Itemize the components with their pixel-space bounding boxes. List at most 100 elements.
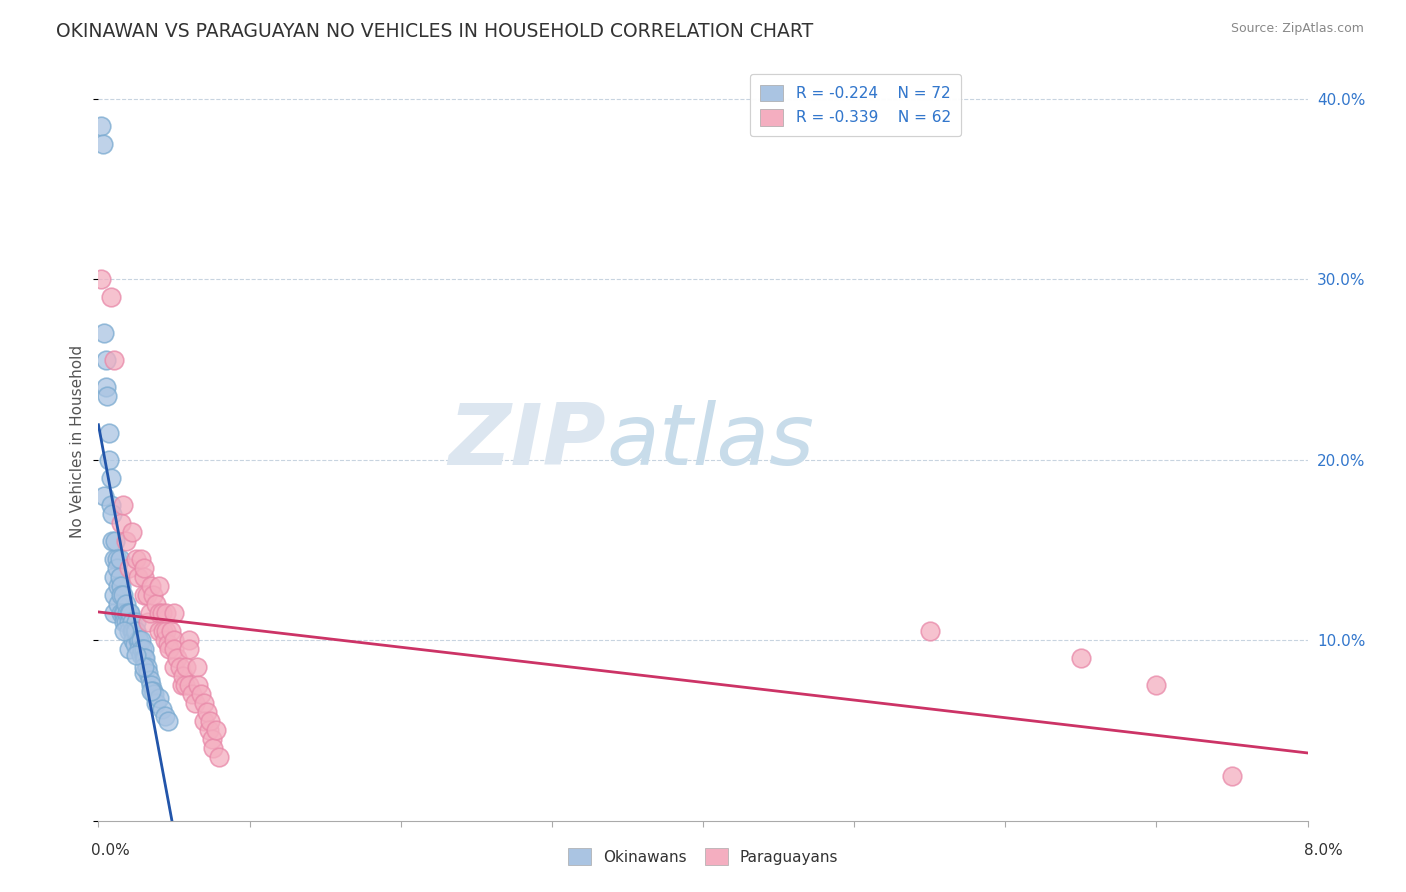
Point	[118, 606, 141, 620]
Text: ZIP: ZIP	[449, 400, 606, 483]
Point	[128, 633, 150, 648]
Point	[152, 624, 174, 639]
Point	[111, 498, 134, 512]
Point	[184, 696, 207, 710]
Point	[156, 714, 179, 729]
Point	[163, 642, 186, 657]
Point	[100, 498, 122, 512]
Point	[160, 624, 183, 639]
Point	[135, 588, 157, 602]
Point	[125, 552, 148, 566]
Point	[132, 660, 155, 674]
Point	[153, 633, 176, 648]
Point	[114, 597, 136, 611]
Point	[127, 633, 149, 648]
Text: OKINAWAN VS PARAGUAYAN NO VEHICLES IN HOUSEHOLD CORRELATION CHART: OKINAWAN VS PARAGUAYAN NO VEHICLES IN HO…	[56, 22, 814, 41]
Point	[103, 588, 125, 602]
Point	[132, 588, 155, 602]
Point	[201, 732, 224, 747]
Point	[179, 678, 201, 692]
Point	[129, 648, 152, 662]
Point	[124, 637, 146, 651]
Point	[141, 579, 163, 593]
Point	[187, 678, 209, 692]
Point	[98, 425, 121, 440]
Text: 0.0%: 0.0%	[91, 843, 131, 858]
Point	[155, 624, 177, 639]
Point	[105, 552, 128, 566]
Point	[124, 624, 146, 639]
Point	[111, 588, 134, 602]
Point	[143, 687, 166, 701]
Point	[129, 633, 152, 648]
Legend: R = -0.224    N = 72, R = -0.339    N = 62: R = -0.224 N = 72, R = -0.339 N = 62	[749, 74, 962, 136]
Point	[136, 665, 159, 680]
Point	[1146, 678, 1168, 692]
Point	[132, 651, 155, 665]
Point	[163, 660, 186, 674]
Point	[163, 633, 186, 648]
Point	[139, 606, 162, 620]
Point	[121, 524, 143, 539]
Point	[110, 579, 132, 593]
Point	[129, 552, 152, 566]
Point	[132, 570, 155, 584]
Point	[148, 690, 170, 705]
Point	[101, 533, 124, 548]
Point	[107, 597, 129, 611]
Point	[918, 624, 941, 639]
Point	[112, 606, 135, 620]
Point	[118, 615, 141, 629]
Point	[108, 552, 131, 566]
Point	[112, 624, 135, 639]
Point	[1070, 651, 1092, 665]
Point	[96, 389, 118, 403]
Point	[145, 597, 167, 611]
Text: 8.0%: 8.0%	[1303, 843, 1343, 858]
Point	[90, 272, 112, 286]
Point	[134, 651, 156, 665]
Y-axis label: No Vehicles in Household: No Vehicles in Household	[70, 345, 86, 538]
Text: atlas: atlas	[606, 400, 814, 483]
Point	[93, 326, 115, 341]
Point	[200, 714, 222, 729]
Point	[142, 683, 165, 698]
Point	[135, 660, 157, 674]
Point	[118, 642, 141, 657]
Point	[100, 290, 122, 304]
Point	[110, 606, 132, 620]
Point	[156, 637, 179, 651]
Point	[179, 642, 201, 657]
Point	[145, 696, 167, 710]
Point	[174, 660, 197, 674]
Point	[193, 714, 215, 729]
Point	[112, 615, 135, 629]
Point	[148, 606, 170, 620]
Point	[110, 588, 132, 602]
Point	[98, 452, 121, 467]
Point	[139, 673, 162, 687]
Point	[169, 660, 191, 674]
Point	[90, 119, 112, 133]
Point	[141, 683, 163, 698]
Point	[132, 642, 155, 657]
Point	[132, 665, 155, 680]
Legend: Okinawans, Paraguayans: Okinawans, Paraguayans	[561, 842, 845, 871]
Point	[173, 678, 195, 692]
Point	[100, 470, 122, 484]
Point	[107, 579, 129, 593]
Point	[125, 624, 148, 639]
Point	[197, 723, 219, 738]
Point	[93, 489, 115, 503]
Point	[103, 570, 125, 584]
Point	[111, 606, 134, 620]
Point	[148, 624, 170, 639]
Point	[159, 642, 181, 657]
Point	[91, 136, 114, 151]
Point	[114, 533, 136, 548]
Point	[136, 615, 159, 629]
Point	[114, 615, 136, 629]
Point	[181, 687, 204, 701]
Point	[104, 533, 127, 548]
Point	[163, 606, 186, 620]
